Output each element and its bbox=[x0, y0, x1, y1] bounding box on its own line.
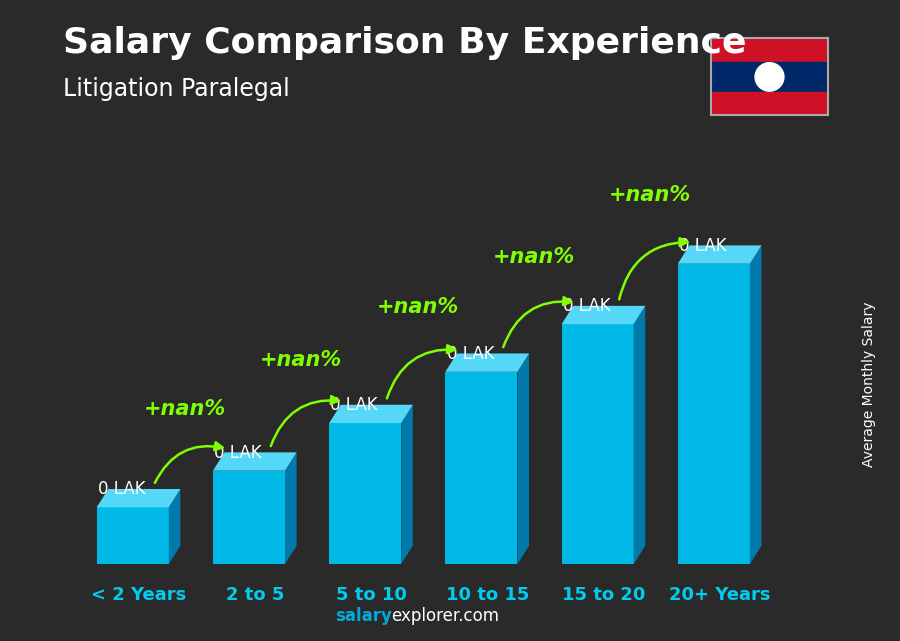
Polygon shape bbox=[401, 404, 413, 564]
Text: 0 LAK: 0 LAK bbox=[214, 444, 262, 462]
Polygon shape bbox=[678, 246, 761, 263]
Polygon shape bbox=[329, 423, 401, 564]
Text: salary: salary bbox=[335, 607, 392, 625]
Polygon shape bbox=[213, 470, 285, 564]
Polygon shape bbox=[285, 453, 297, 564]
Polygon shape bbox=[562, 306, 645, 324]
Text: Salary Comparison By Experience: Salary Comparison By Experience bbox=[63, 26, 746, 60]
Polygon shape bbox=[711, 62, 828, 92]
Text: +nan%: +nan% bbox=[608, 185, 691, 205]
Polygon shape bbox=[678, 263, 750, 564]
Text: +nan%: +nan% bbox=[492, 247, 575, 267]
Text: Litigation Paralegal: Litigation Paralegal bbox=[63, 77, 290, 101]
Text: 10 to 15: 10 to 15 bbox=[446, 586, 529, 604]
Polygon shape bbox=[169, 489, 180, 564]
Text: 0 LAK: 0 LAK bbox=[330, 396, 378, 414]
Polygon shape bbox=[446, 353, 529, 372]
Text: 20+ Years: 20+ Years bbox=[669, 586, 770, 604]
Polygon shape bbox=[96, 507, 169, 564]
Circle shape bbox=[755, 63, 784, 91]
Text: explorer.com: explorer.com bbox=[392, 607, 500, 625]
Polygon shape bbox=[446, 372, 518, 564]
Text: 15 to 20: 15 to 20 bbox=[562, 586, 645, 604]
Text: 5 to 10: 5 to 10 bbox=[336, 586, 407, 604]
Text: +nan%: +nan% bbox=[144, 399, 226, 419]
Polygon shape bbox=[711, 38, 828, 62]
Polygon shape bbox=[711, 92, 828, 115]
Polygon shape bbox=[634, 306, 645, 564]
Text: 2 to 5: 2 to 5 bbox=[226, 586, 284, 604]
Polygon shape bbox=[518, 353, 529, 564]
Polygon shape bbox=[562, 324, 634, 564]
Text: Average Monthly Salary: Average Monthly Salary bbox=[861, 302, 876, 467]
Polygon shape bbox=[96, 489, 180, 507]
Polygon shape bbox=[329, 404, 413, 423]
Text: 0 LAK: 0 LAK bbox=[562, 297, 610, 315]
Text: 0 LAK: 0 LAK bbox=[446, 345, 494, 363]
Text: < 2 Years: < 2 Years bbox=[91, 586, 186, 604]
Text: 0 LAK: 0 LAK bbox=[679, 237, 726, 254]
Polygon shape bbox=[750, 246, 761, 564]
Text: +nan%: +nan% bbox=[260, 350, 342, 370]
Text: +nan%: +nan% bbox=[376, 297, 459, 317]
Polygon shape bbox=[213, 453, 297, 470]
Text: 0 LAK: 0 LAK bbox=[98, 480, 146, 498]
